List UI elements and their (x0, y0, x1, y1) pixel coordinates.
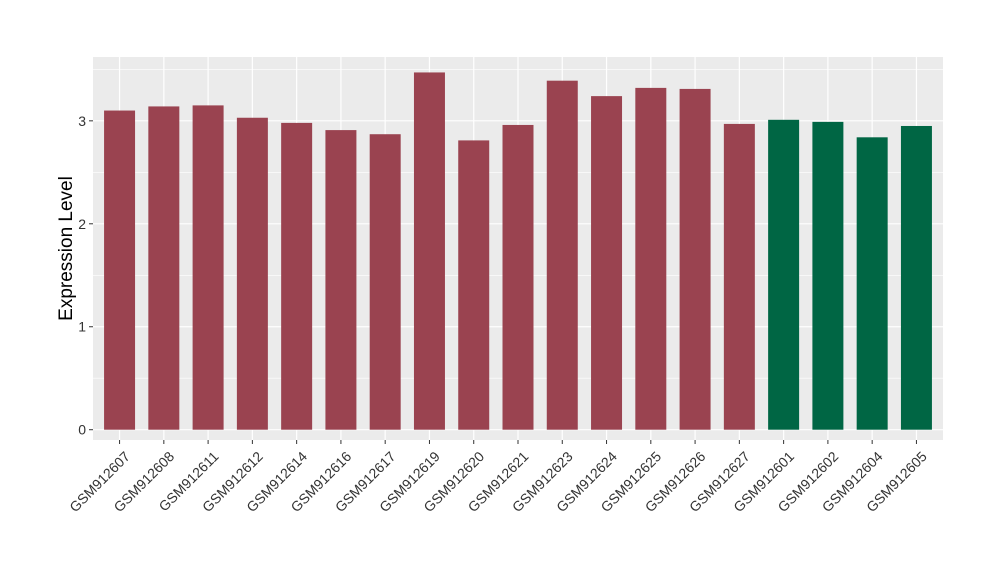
y-tick-label: 1 (78, 319, 86, 335)
y-tick-label: 3 (78, 113, 86, 129)
y-axis: 0 1 2 3 (78, 113, 93, 438)
bar-GSM912617 (369, 134, 401, 430)
bar-GSM912623 (546, 80, 578, 430)
bar-GSM912611 (192, 105, 224, 430)
bar-GSM912624 (591, 96, 623, 430)
bar-GSM912605 (900, 125, 932, 430)
bar-GSM912604 (856, 137, 888, 430)
bar-GSM912608 (148, 106, 180, 430)
y-tick-label: 2 (78, 216, 86, 232)
bar-GSM912627 (723, 123, 755, 430)
y-tick-label: 0 (78, 422, 86, 438)
bar-GSM912626 (679, 88, 711, 430)
bar-GSM912612 (236, 117, 268, 430)
bar-GSM912601 (768, 119, 800, 430)
x-axis: GSM912607GSM912608GSM912611GSM912612GSM9… (66, 440, 930, 515)
bar-GSM912625 (635, 87, 667, 430)
y-axis-title: Expression Level (56, 176, 77, 321)
bar-GSM912620 (458, 140, 490, 430)
bars (104, 72, 932, 430)
bar-GSM912619 (413, 72, 445, 430)
bar-GSM912607 (104, 110, 136, 430)
bar-GSM912621 (502, 124, 534, 430)
bar-GSM912616 (325, 130, 357, 430)
bar-GSM912614 (281, 122, 313, 430)
bar-GSM912602 (812, 121, 844, 430)
